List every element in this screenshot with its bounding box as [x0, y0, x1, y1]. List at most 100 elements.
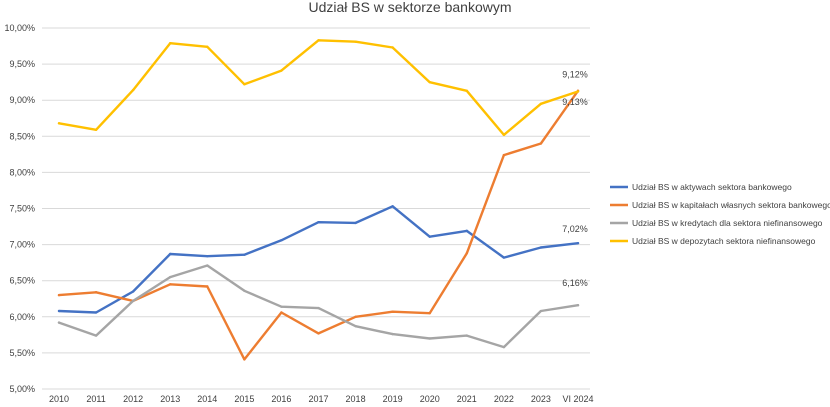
data-point — [243, 253, 246, 256]
data-point — [391, 46, 394, 49]
data-label: 9,12% — [562, 70, 588, 80]
data-label: 7,02% — [562, 224, 588, 234]
data-point — [576, 304, 580, 307]
data-point — [317, 39, 320, 42]
data-point — [317, 306, 320, 310]
data-point — [539, 142, 543, 145]
data-point — [502, 153, 506, 157]
data-point — [354, 315, 357, 318]
data-point — [391, 205, 394, 208]
data-point — [169, 252, 172, 256]
legend-entry: Udział BS w kapitałach własnych sektora … — [632, 200, 830, 210]
data-point — [94, 334, 98, 337]
data-labels: 7,02% 9,13% 6,16% 9,12% — [562, 70, 588, 289]
data-point — [280, 305, 283, 308]
y-tick-label: 5,50% — [9, 348, 35, 358]
data-point — [502, 133, 506, 137]
data-point — [428, 337, 431, 340]
data-point — [465, 252, 468, 255]
data-point — [502, 345, 506, 349]
x-tick-label: 2019 — [383, 394, 403, 404]
x-tick-label: 2022 — [494, 394, 514, 404]
data-point — [539, 246, 543, 249]
y-tick-label: 10,00% — [4, 23, 35, 33]
data-point — [354, 221, 357, 225]
data-point — [94, 291, 98, 294]
data-point — [206, 285, 209, 288]
x-tick-label: 2016 — [271, 394, 291, 404]
data-point — [317, 332, 320, 335]
legend-entry: Udział BS w aktywach sektora bankowego — [632, 182, 792, 192]
x-tick-label: VI 2024 — [562, 394, 593, 404]
y-tick-label: 5,00% — [9, 384, 35, 394]
y-tick-label: 6,50% — [9, 276, 35, 286]
x-tick-label: 2015 — [234, 394, 254, 404]
data-point — [243, 358, 246, 361]
data-point — [206, 254, 209, 258]
y-tick-label: 8,00% — [9, 167, 35, 177]
data-point — [57, 309, 61, 313]
x-tick-label: 2010 — [49, 394, 69, 404]
data-point — [131, 290, 135, 293]
data-point — [391, 332, 394, 336]
y-tick-label: 8,50% — [9, 131, 35, 141]
y-tick-label: 7,50% — [9, 204, 35, 214]
x-tick-label: 2012 — [123, 394, 143, 404]
data-point — [206, 264, 209, 267]
y-tick-label: 9,50% — [9, 59, 35, 69]
x-tick-label: 2021 — [457, 394, 477, 404]
data-label: 9,13% — [562, 97, 588, 107]
x-tick-label: 2013 — [160, 394, 180, 404]
legend: Udział BS w aktywach sektora bankowego Ud… — [610, 182, 830, 246]
x-tick-label: 2018 — [346, 394, 366, 404]
y-tick-label: 6,00% — [9, 312, 35, 322]
data-point — [391, 310, 394, 313]
data-point — [576, 241, 580, 245]
data-point — [280, 239, 283, 242]
data-point — [131, 88, 135, 92]
data-point — [465, 334, 468, 337]
x-tick-label: 2020 — [420, 394, 440, 404]
data-point — [539, 102, 543, 106]
x-axis: 2010 2011 2012 2013 2014 2015 2016 2017 2018 2019… — [49, 394, 594, 404]
x-tick-label: 2014 — [197, 394, 217, 404]
series-line — [57, 39, 580, 137]
data-point — [354, 324, 357, 328]
data-point — [539, 309, 543, 313]
grid — [42, 27, 590, 390]
data-point — [428, 311, 431, 315]
data-point — [169, 41, 172, 45]
data-point — [57, 321, 61, 324]
data-point — [280, 69, 283, 72]
chart-title: Udział BS w sektorze bankowym — [308, 0, 511, 15]
data-point — [428, 235, 431, 238]
legend-entry: Udział BS w kredytach dla sektora niefin… — [632, 218, 823, 228]
data-point — [465, 229, 468, 233]
data-point — [57, 122, 61, 125]
data-point — [428, 80, 431, 84]
y-axis: 5,00% 5,50% 6,00% 6,50% 7,00% 7,50% 8,00% 8,50%… — [4, 23, 35, 394]
data-point — [57, 293, 61, 297]
y-tick-label: 9,00% — [9, 95, 35, 105]
x-tick-label: 2011 — [86, 394, 105, 404]
data-label: 6,16% — [562, 278, 588, 288]
data-point — [502, 256, 506, 259]
x-tick-label: 2023 — [531, 394, 551, 404]
plot-area — [57, 39, 580, 361]
data-point — [243, 289, 246, 293]
data-point — [131, 299, 135, 303]
data-point — [465, 89, 468, 93]
data-point — [94, 128, 98, 132]
data-point — [576, 90, 580, 93]
legend-entry: Udział BS w depozytach sektora niefinans… — [632, 236, 816, 246]
data-point — [280, 311, 283, 314]
x-tick-label: 2017 — [308, 394, 328, 404]
data-point — [317, 221, 320, 224]
series-line — [57, 264, 580, 349]
y-tick-label: 7,00% — [9, 240, 35, 250]
data-point — [169, 275, 172, 279]
data-point — [94, 311, 98, 314]
data-point — [206, 45, 209, 48]
data-point — [243, 83, 246, 86]
